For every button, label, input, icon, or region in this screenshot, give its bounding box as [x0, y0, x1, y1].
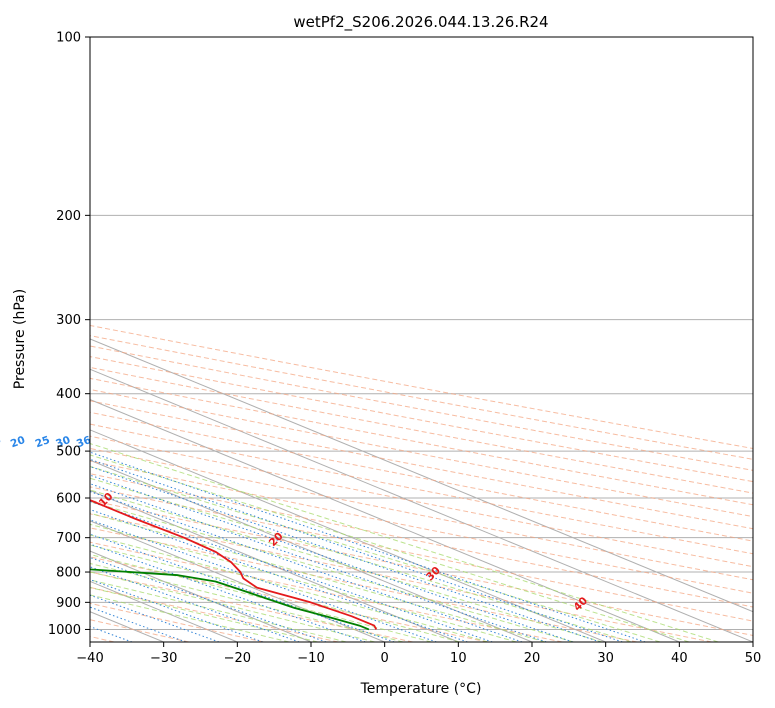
- moist-adiabat-line: [90, 477, 632, 642]
- mixing-ratio-line: [90, 451, 646, 642]
- isotherm-line: [90, 459, 533, 642]
- y-tick-label: 500: [56, 445, 81, 460]
- x-tick-label: −20: [224, 651, 251, 666]
- y-tick-label: 400: [56, 387, 81, 402]
- axes: −40 −30 −20 −10 0 10 20 30 40 50 100 200 300 400 500 60…: [48, 31, 761, 667]
- isotherm-line: [90, 520, 385, 642]
- moist-adiabat-line: [90, 512, 546, 642]
- mixing-ratio-line: [0, 451, 82, 642]
- y-tick-label: 700: [56, 531, 81, 546]
- plot-area: [0, 37, 753, 642]
- y-axis-label: Pressure (hPa): [12, 289, 28, 389]
- y-tick-label: 800: [56, 566, 81, 581]
- mixing-ratio-label: 30: [54, 434, 72, 450]
- y-tick-label: 200: [56, 209, 81, 224]
- x-tick-label: 10: [450, 651, 467, 666]
- x-tick-label: −10: [297, 651, 324, 666]
- x-tick-label: 40: [671, 651, 688, 666]
- mixing-ratio-label: 36: [75, 434, 93, 450]
- profile-lines: [90, 499, 378, 631]
- dry-adiabat-line: [90, 324, 753, 449]
- x-tick-label: −30: [150, 651, 177, 666]
- temperature-profile-line: [90, 499, 378, 630]
- x-axis-label: Temperature (°C): [360, 681, 482, 697]
- isotherm-line: [90, 368, 753, 642]
- plot-frame: [89, 36, 754, 643]
- mixing-ratio-line: [90, 594, 220, 642]
- dewpoint-profile-line: [90, 568, 370, 631]
- isotherm-line: [90, 489, 459, 642]
- moist-adiabat-line: [90, 523, 517, 642]
- mixing-ratio-line: [90, 483, 547, 642]
- mixing-ratio-line: [90, 509, 468, 642]
- y-tick-label: 1000: [48, 623, 81, 638]
- moist-adiabat-line: [90, 586, 318, 642]
- x-tick-label: 20: [524, 651, 541, 666]
- x-tick-label: 50: [745, 651, 762, 666]
- y-tick-label: 100: [56, 31, 81, 46]
- moist-adiabat-line: [90, 443, 719, 642]
- y-tick-label: 300: [56, 313, 81, 328]
- mixing-ratio-line: [90, 500, 493, 642]
- mixing-ratio-label: 20: [9, 434, 27, 450]
- mixing-ratio-label: 16: [0, 434, 3, 450]
- x-tick-label: 0: [381, 651, 389, 666]
- dry-adiabat-line: [90, 335, 753, 460]
- y-tick-label: 600: [56, 492, 81, 507]
- mixing-ratio-line: [90, 474, 573, 642]
- x-tick-label: −40: [76, 651, 103, 666]
- moist-adiabat-line: [90, 562, 404, 642]
- mixing-ratio-line: [90, 491, 523, 642]
- mixing-ratio-line: [90, 606, 186, 642]
- isotherm-line: [90, 338, 753, 613]
- isotherm-line: [90, 399, 680, 642]
- chart-title: wetPf2_S206.2026.044.13.26.R24: [293, 13, 548, 32]
- y-tick-label: 900: [56, 596, 81, 611]
- moist-adiabat-line: [90, 489, 603, 642]
- mixing-ratio-label: 25: [34, 434, 52, 450]
- isotherm-line: [90, 429, 606, 642]
- mixing-ratio-line: [90, 465, 601, 642]
- x-tick-label: 30: [597, 651, 614, 666]
- moist-adiabat-line: [90, 579, 347, 642]
- mixing-ratio-line: [90, 543, 366, 642]
